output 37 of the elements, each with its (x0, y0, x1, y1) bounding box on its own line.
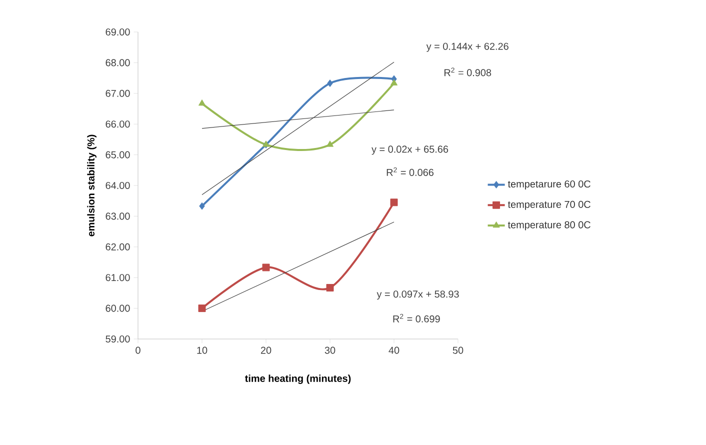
y-tick-label: 61.00 (106, 274, 130, 282)
legend-label: temperature 80 0C (508, 221, 590, 230)
x-tick-label: 10 (197, 346, 208, 354)
x-axis-title: time heating (minutes) (244, 374, 351, 384)
y-tick-label: 62.00 (106, 243, 130, 250)
point (390, 79, 398, 86)
y-tick-label: 66.00 (106, 120, 130, 128)
annotation: y = 0.097x + 58.93 (376, 290, 459, 300)
annotation: R$^{2}$ = 0.908 (444, 68, 492, 76)
point (198, 304, 206, 312)
legend-label: tempetarure 60 0C (508, 180, 590, 190)
annotation: y = 0.144x + 62.26 (426, 42, 508, 52)
y-axis-title: emulsion stability (%) (87, 134, 96, 236)
point (199, 202, 205, 210)
y-tick-label: 65.00 (106, 151, 130, 158)
x-tick-label: 40 (388, 346, 400, 354)
point (262, 264, 270, 272)
x-tick-label: 20 (260, 346, 272, 354)
y-tick-label: 67.00 (106, 90, 130, 97)
y-tick-label: 60.00 (106, 304, 130, 312)
y-tick-label: 59.00 (106, 335, 130, 343)
point (326, 140, 334, 147)
point (390, 198, 398, 206)
point (327, 80, 333, 87)
point (198, 99, 206, 106)
y-tick-label: 69.00 (106, 28, 130, 36)
x-tick-label: 50 (452, 346, 464, 354)
x-tick-label: 0 (136, 346, 140, 354)
annotation: y = 0.02x + 65.66 (372, 146, 448, 155)
y-tick-label: 68.00 (106, 59, 130, 66)
y-tick-label: 63.00 (106, 212, 130, 220)
legend-label: temperature 70 0C (508, 200, 590, 210)
point (326, 284, 334, 292)
annotation: R$^{2}$ = 0.066 (386, 167, 434, 176)
x-tick-label: 30 (324, 346, 336, 354)
annotation: R$^{2}$ = 0.699 (393, 314, 440, 322)
y-tick-label: 64.00 (106, 182, 130, 190)
